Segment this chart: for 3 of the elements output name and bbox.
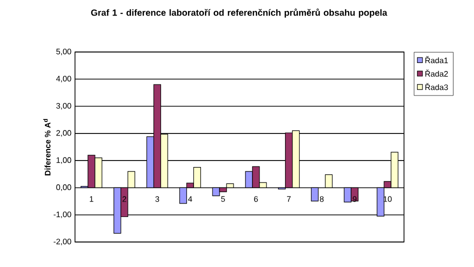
bar: [324, 174, 333, 188]
bar: [310, 187, 319, 202]
chart-title: Graf 1 - diference laboratoří od referenčních průměrů obsahu popela: [91, 8, 388, 18]
